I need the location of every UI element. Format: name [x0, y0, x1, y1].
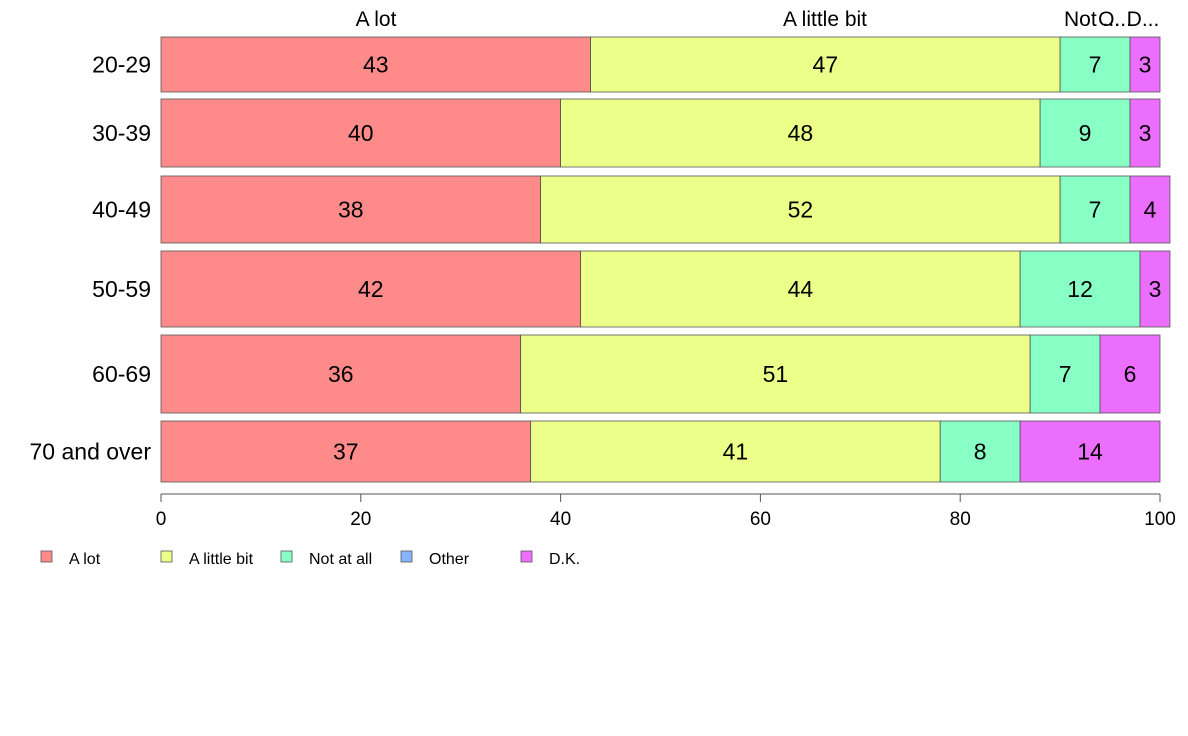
- bar-30-39-a-lot: [160, 98, 562, 168]
- data-label-40-49-not-at-all: 7: [1089, 197, 1102, 223]
- x-axis: 0 20 40 60 80 100: [156, 493, 1176, 530]
- legend-swatch-d-k: [520, 550, 533, 563]
- legend-swatch-a-little-bit: [160, 550, 173, 563]
- row-label-70-and-over: 70 and over: [30, 439, 152, 465]
- bar-40-49-d-k: [1129, 175, 1171, 244]
- bar-40-49-not-at-all: [1059, 175, 1131, 244]
- bar-40-49-a-little-bit: [540, 175, 1061, 244]
- data-label-50-59-a-lot: 42: [358, 276, 384, 302]
- data-label-30-39-d-k: 3: [1139, 120, 1152, 146]
- bar-70-and-over-d-k: [1019, 420, 1161, 483]
- legend-label-not-at-all: Not at all: [309, 551, 372, 568]
- data-label-70-and-over-a-little-bit: 41: [723, 439, 749, 465]
- data-label-40-49-d-k: 4: [1144, 197, 1157, 223]
- row-label-50-59: 50-59: [92, 276, 151, 302]
- data-label-70-and-over-a-lot: 37: [333, 439, 359, 465]
- data-label-20-29-a-lot: 43: [363, 52, 389, 78]
- data-label-50-59-d-k: 3: [1149, 276, 1162, 302]
- bar-50-59-a-lot: [160, 250, 581, 328]
- top-label-3: Not ...: [1064, 8, 1120, 31]
- row-label-20-29: 20-29: [92, 52, 151, 78]
- bar-60-69-d-k: [1099, 334, 1161, 414]
- top-label-4: O...: [1098, 8, 1132, 31]
- top-category-labels: A lot A little bit Not ...O...D...: [356, 8, 1160, 31]
- x-tick-label-20: 20: [350, 509, 371, 530]
- data-label-60-69-a-little-bit: 51: [763, 361, 789, 387]
- data-label-40-49-a-lot: 38: [338, 197, 364, 223]
- top-label-5: D...: [1127, 8, 1160, 31]
- legend-label-a-lot: A lot: [69, 551, 101, 568]
- bar-70-and-over-not-at-all: [939, 420, 1021, 483]
- data-label-20-29-not-at-all: 7: [1089, 52, 1102, 78]
- x-tick-label-0: 0: [156, 509, 167, 530]
- legend: A lot A little bit Not at all Other D.K.: [40, 550, 580, 568]
- data-label-50-59-a-little-bit: 44: [788, 276, 814, 302]
- row-labels-group: 20-29 30-39 40-49 50-59 60-69 70 and over: [30, 52, 152, 465]
- bar-30-39-d-k: [1129, 98, 1161, 168]
- data-label-20-29-a-little-bit: 47: [813, 52, 839, 78]
- bar-70-and-over-a-little-bit: [530, 420, 941, 483]
- bar-70-and-over-a-lot: [160, 420, 532, 483]
- bar-50-59-a-little-bit: [580, 250, 1021, 328]
- data-label-60-69-not-at-all: 7: [1059, 361, 1072, 387]
- data-label-60-69-d-k: 6: [1124, 361, 1137, 387]
- legend-swatch-not-at-all: [280, 550, 293, 563]
- data-label-70-and-over-not-at-all: 8: [974, 439, 987, 465]
- row-label-40-49: 40-49: [92, 197, 151, 223]
- bar-60-69-not-at-all: [1029, 334, 1101, 414]
- data-label-30-39-a-lot: 40: [348, 120, 374, 146]
- data-label-40-49-a-little-bit: 52: [788, 197, 814, 223]
- row-label-30-39: 30-39: [92, 120, 151, 146]
- top-label-2: A little bit: [783, 8, 867, 31]
- top-label-1: A lot: [356, 8, 397, 31]
- data-label-60-69-a-lot: 36: [328, 361, 354, 387]
- x-tick-label-40: 40: [550, 509, 571, 530]
- data-label-30-39-a-little-bit: 48: [788, 120, 814, 146]
- bar-50-59-not-at-all: [1019, 250, 1141, 328]
- legend-label-other: Other: [429, 551, 470, 568]
- data-label-30-39-not-at-all: 9: [1079, 120, 1092, 146]
- data-label-50-59-not-at-all: 12: [1067, 276, 1093, 302]
- bars-group: 43 47 7 3 40 48 9 3 38 52 7 4 42 44 12 3 36 51 7 6 37 41 8 14: [160, 36, 1171, 483]
- x-tick-label-60: 60: [750, 509, 771, 530]
- bar-20-29-d-k: [1129, 36, 1161, 93]
- row-label-60-69: 60-69: [92, 361, 151, 387]
- data-label-20-29-d-k: 3: [1139, 52, 1152, 78]
- bar-60-69-a-little-bit: [520, 334, 1031, 414]
- x-tick-label-80: 80: [950, 509, 971, 530]
- bar-20-29-a-lot: [160, 36, 591, 93]
- bar-20-29-not-at-all: [1059, 36, 1131, 93]
- legend-label-d-k: D.K.: [549, 551, 580, 568]
- bar-60-69-a-lot: [160, 334, 522, 414]
- legend-swatch-other: [400, 550, 413, 563]
- x-tick-label-100: 100: [1144, 509, 1176, 530]
- bar-40-49-a-lot: [160, 175, 542, 244]
- legend-swatch-a-lot: [40, 550, 53, 563]
- legend-label-a-little-bit: A little bit: [189, 551, 254, 568]
- data-label-70-and-over-d-k: 14: [1077, 439, 1103, 465]
- bar-30-39-a-little-bit: [560, 98, 1041, 168]
- bar-30-39-not-at-all: [1039, 98, 1131, 168]
- bar-50-59-d-k: [1139, 250, 1171, 328]
